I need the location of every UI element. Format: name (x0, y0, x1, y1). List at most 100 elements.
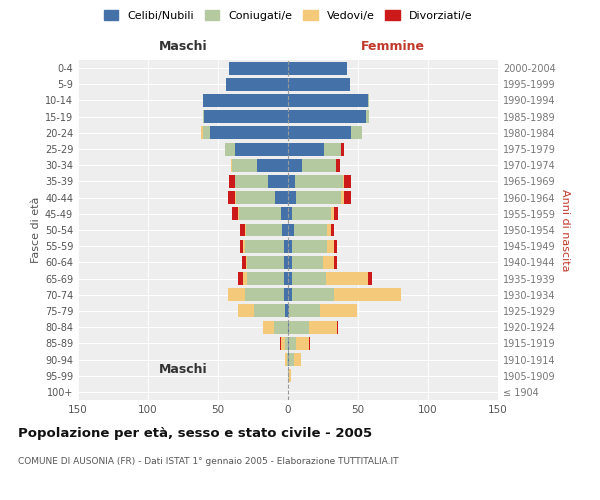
Bar (226, 78, 288, 91)
Bar (368, 272, 372, 285)
Bar (230, 159, 232, 172)
Bar (283, 224, 288, 236)
Bar (337, 320, 338, 334)
Bar (302, 159, 335, 172)
Bar (281, 337, 285, 350)
Y-axis label: Anni di nascita: Anni di nascita (560, 188, 569, 271)
Bar (204, 110, 288, 123)
Bar (351, 126, 362, 140)
Bar (327, 240, 334, 252)
Bar (296, 191, 341, 204)
Bar (334, 208, 338, 220)
Bar (285, 337, 288, 350)
Bar (341, 142, 344, 156)
Bar (295, 175, 343, 188)
Bar (325, 142, 341, 156)
Bar (288, 94, 368, 107)
Bar (232, 208, 238, 220)
Bar (289, 337, 296, 350)
Text: Maschi: Maschi (158, 40, 208, 52)
Bar (284, 240, 288, 252)
Bar (309, 320, 337, 334)
Text: Popolazione per età, sesso e stato civile - 2005: Popolazione per età, sesso e stato civil… (18, 428, 372, 440)
Bar (327, 224, 331, 236)
Bar (280, 337, 281, 350)
Bar (331, 224, 334, 236)
Bar (292, 288, 334, 301)
Bar (292, 240, 327, 252)
Bar (281, 208, 288, 220)
Bar (232, 159, 257, 172)
Bar (341, 191, 344, 204)
Bar (245, 224, 246, 236)
Bar (274, 320, 288, 334)
Bar (288, 126, 351, 140)
Bar (203, 94, 288, 107)
Bar (289, 369, 291, 382)
Legend: Celibi/Nubili, Coniugati/e, Vedovi/e, Divorziati/e: Celibi/Nubili, Coniugati/e, Vedovi/e, Di… (99, 6, 477, 25)
Bar (326, 272, 368, 285)
Bar (288, 159, 302, 172)
Bar (284, 256, 288, 269)
Bar (292, 272, 326, 285)
Bar (243, 240, 245, 252)
Bar (288, 353, 289, 366)
Bar (334, 288, 401, 301)
Bar (293, 353, 301, 366)
Bar (296, 337, 309, 350)
Y-axis label: Fasce di età: Fasce di età (31, 197, 41, 263)
Bar (288, 110, 367, 123)
Bar (263, 320, 274, 334)
Bar (288, 224, 293, 236)
Bar (334, 256, 337, 269)
Bar (344, 191, 351, 204)
Bar (275, 191, 288, 204)
Bar (203, 110, 204, 123)
Bar (368, 94, 369, 107)
Bar (243, 272, 247, 285)
Bar (229, 175, 235, 188)
Bar (288, 256, 292, 269)
Bar (289, 320, 309, 334)
Bar (285, 353, 287, 366)
Bar (229, 62, 288, 74)
Bar (228, 288, 245, 301)
Bar (292, 208, 331, 220)
Text: Maschi: Maschi (158, 362, 208, 376)
Bar (201, 126, 203, 140)
Bar (288, 320, 289, 334)
Bar (254, 304, 285, 318)
Bar (309, 337, 310, 350)
Bar (289, 353, 293, 366)
Bar (247, 256, 284, 269)
Bar (320, 304, 356, 318)
Bar (288, 304, 289, 318)
Bar (284, 272, 288, 285)
Bar (292, 256, 323, 269)
Bar (335, 159, 340, 172)
Bar (242, 256, 246, 269)
Bar (284, 288, 288, 301)
Bar (367, 110, 369, 123)
Bar (288, 288, 292, 301)
Bar (239, 208, 281, 220)
Bar (288, 142, 325, 156)
Bar (288, 272, 292, 285)
Bar (288, 337, 289, 350)
Bar (344, 175, 351, 188)
Bar (241, 224, 245, 236)
Bar (288, 78, 350, 91)
Bar (236, 191, 275, 204)
Bar (285, 304, 288, 318)
Bar (225, 142, 235, 156)
Bar (268, 175, 288, 188)
Bar (245, 240, 284, 252)
Bar (203, 126, 209, 140)
Bar (288, 369, 289, 382)
Bar (238, 208, 239, 220)
Text: Femmine: Femmine (361, 40, 425, 52)
Bar (293, 224, 327, 236)
Bar (288, 62, 347, 74)
Bar (288, 175, 295, 188)
Bar (245, 288, 284, 301)
